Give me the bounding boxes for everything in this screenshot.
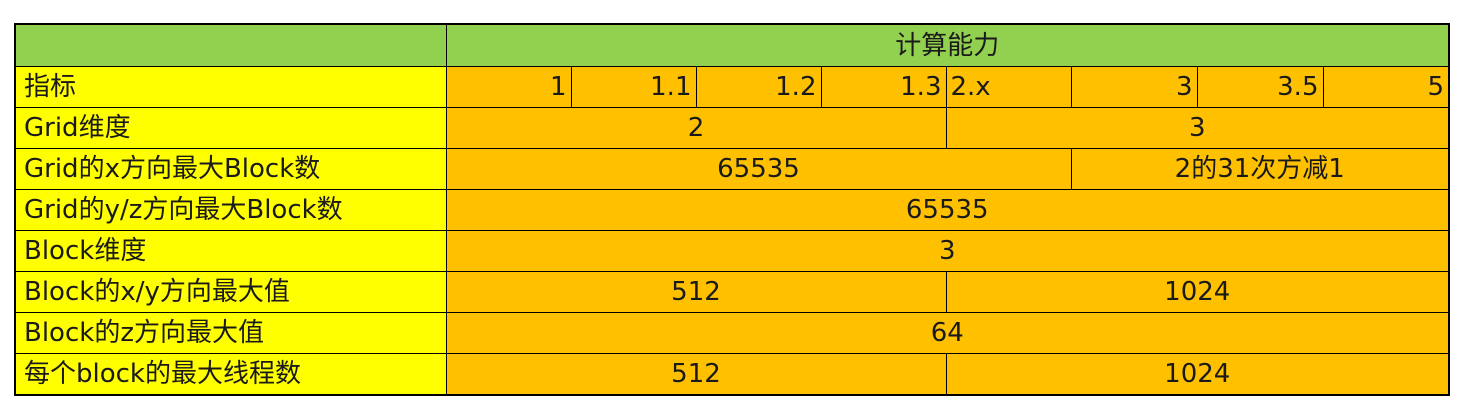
table-row: Grid的x方向最大Block数 65535 2的31次方减1 <box>14 148 1450 190</box>
header-title: 计算能力 <box>445 23 1450 67</box>
capability-version: 1.1 <box>570 66 697 108</box>
row-label: Grid的x方向最大Block数 <box>14 148 447 190</box>
table-row: Grid维度 2 3 <box>14 107 1450 149</box>
table-row: Grid的y/z方向最大Block数 65535 <box>14 189 1450 231</box>
table-row: Block的x/y方向最大值 512 1024 <box>14 271 1450 313</box>
capability-version: 1.2 <box>695 66 822 108</box>
row-label: Block维度 <box>14 230 447 272</box>
capability-row: 指标 1 1.1 1.2 1.3 2.x 3 3.5 5 <box>14 66 1450 108</box>
capability-version: 3.5 <box>1196 66 1324 108</box>
table-row: Block维度 3 <box>14 230 1450 272</box>
table-row: Block的z方向最大值 64 <box>14 312 1450 354</box>
capability-version: 1 <box>445 66 572 108</box>
row-label: Grid维度 <box>14 107 447 149</box>
row-label: Grid的y/z方向最大Block数 <box>14 189 447 231</box>
row-value: 65535 <box>445 148 1072 190</box>
row-value: 3 <box>445 230 1450 272</box>
capability-version: 5 <box>1322 66 1450 108</box>
row-value: 3 <box>945 107 1450 149</box>
capability-version: 1.3 <box>820 66 947 108</box>
capability-version: 3 <box>1070 66 1198 108</box>
row-value: 2的31次方减1 <box>1070 148 1450 190</box>
row-label: Block的x/y方向最大值 <box>14 271 447 313</box>
table-row: 每个block的最大线程数 512 1024 <box>14 353 1450 396</box>
capability-version: 2.x <box>945 66 1072 108</box>
cuda-compute-capability-table: 计算能力 指标 1 1.1 1.2 1.3 2.x 3 3.5 5 Grid维度… <box>14 23 1451 396</box>
row-value: 1024 <box>945 353 1450 396</box>
row-value: 65535 <box>445 189 1450 231</box>
row-value: 2 <box>445 107 947 149</box>
capability-row-label: 指标 <box>14 66 447 108</box>
row-label: 每个block的最大线程数 <box>14 353 447 396</box>
header-corner-cell <box>14 23 447 67</box>
header-row: 计算能力 <box>14 23 1450 67</box>
row-value: 512 <box>445 353 947 396</box>
row-value: 64 <box>445 312 1450 354</box>
row-value: 512 <box>445 271 947 313</box>
row-label: Block的z方向最大值 <box>14 312 447 354</box>
row-value: 1024 <box>945 271 1450 313</box>
